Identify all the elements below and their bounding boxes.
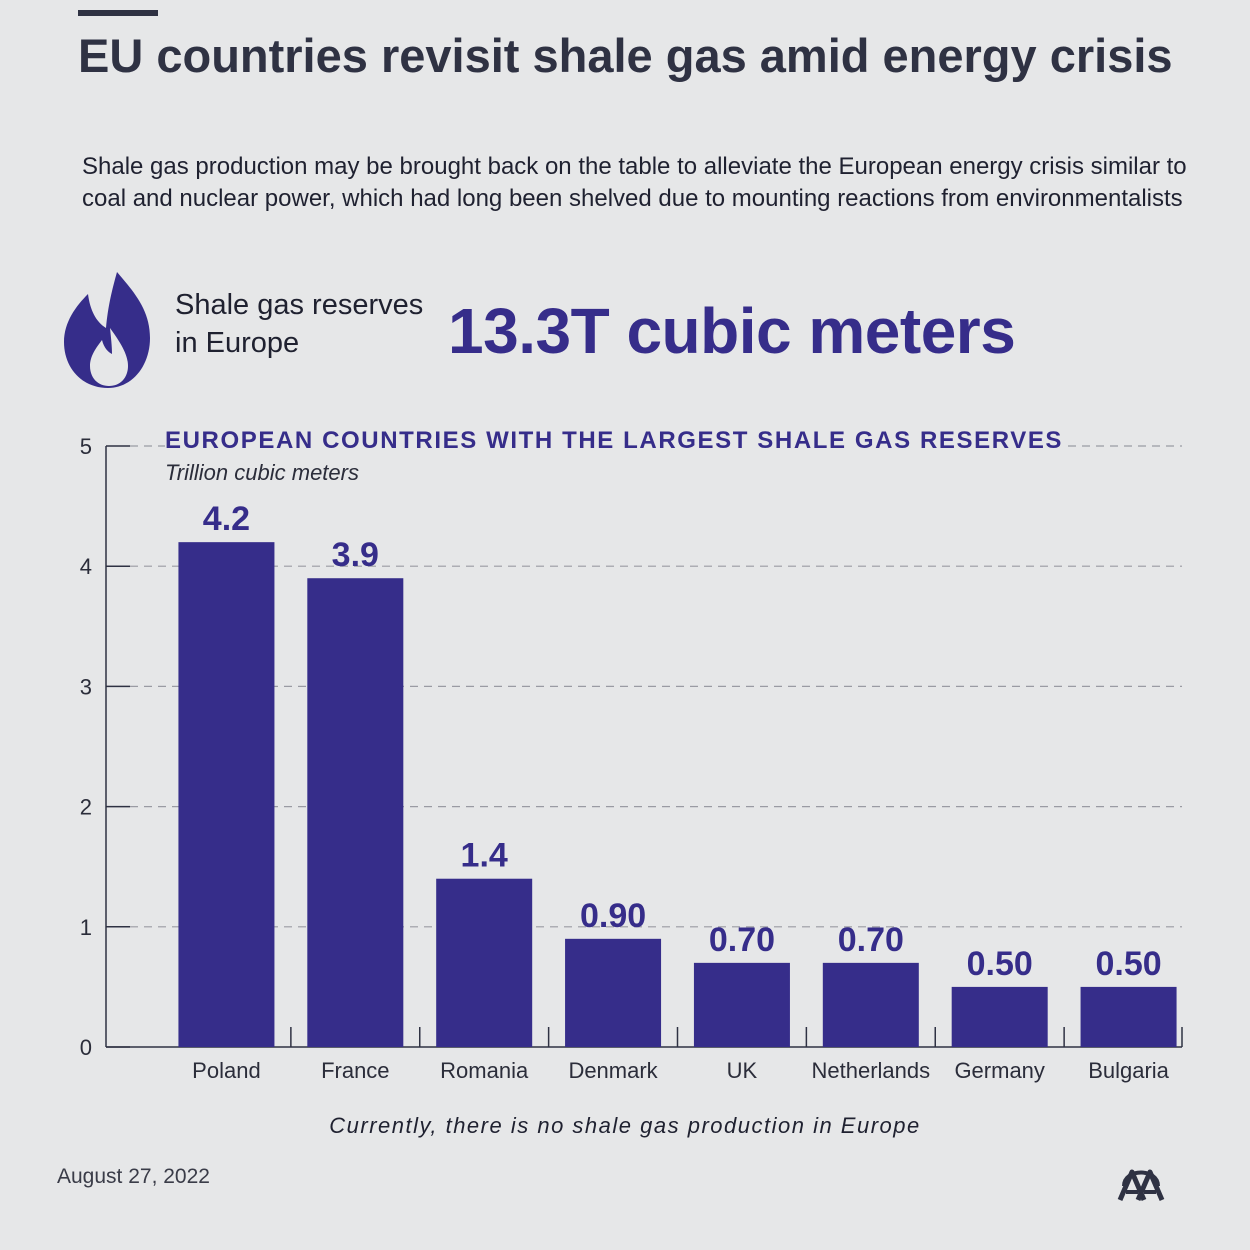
bar-value-label: 1.4 bbox=[461, 837, 508, 875]
x-tick-label: Bulgaria bbox=[1088, 1058, 1169, 1083]
x-tick-label: France bbox=[321, 1058, 389, 1083]
x-tick-label: UK bbox=[727, 1058, 758, 1083]
bar bbox=[951, 986, 1048, 1047]
bar-value-label: 0.50 bbox=[1095, 945, 1161, 983]
bar-value-label: 0.50 bbox=[967, 945, 1033, 983]
bar bbox=[693, 962, 790, 1047]
bar bbox=[307, 578, 404, 1047]
x-tick-label: Netherlands bbox=[811, 1058, 930, 1083]
y-tick-label: 2 bbox=[80, 795, 92, 820]
y-tick-label: 3 bbox=[80, 674, 92, 699]
aa-logo-icon bbox=[1117, 1169, 1165, 1201]
bar-value-label: 4.2 bbox=[203, 500, 250, 538]
y-tick-label: 1 bbox=[80, 915, 92, 940]
bar-value-label: 0.90 bbox=[580, 897, 646, 935]
x-tick-label: Denmark bbox=[568, 1058, 658, 1083]
bar-value-label: 0.70 bbox=[709, 921, 775, 959]
bar-value-label: 3.9 bbox=[332, 536, 379, 574]
bar bbox=[1080, 986, 1177, 1047]
page-subtitle: Shale gas production may be brought back… bbox=[82, 153, 1187, 212]
bar bbox=[436, 878, 533, 1047]
bar-value-label: 0.70 bbox=[838, 921, 904, 959]
top-rule bbox=[78, 10, 158, 16]
footnote: Currently, there is no shale gas product… bbox=[329, 1113, 921, 1138]
date-label: August 27, 2022 bbox=[57, 1165, 210, 1188]
page-title: EU countries revisit shale gas amid ener… bbox=[78, 29, 1173, 82]
x-tick-label: Romania bbox=[440, 1058, 529, 1083]
chart-unit-label: Trillion cubic meters bbox=[165, 460, 359, 485]
stat-value: 13.3T cubic meters bbox=[448, 295, 1016, 367]
x-tick-label: Germany bbox=[954, 1058, 1044, 1083]
bar bbox=[565, 938, 662, 1047]
bar bbox=[822, 962, 919, 1047]
stat-label: Shale gas reserves in Europe bbox=[175, 289, 424, 359]
y-tick-label: 5 bbox=[80, 434, 92, 459]
flame-icon bbox=[64, 272, 150, 388]
y-tick-label: 0 bbox=[80, 1035, 92, 1060]
chart-title: EUROPEAN COUNTRIES WITH THE LARGEST SHAL… bbox=[165, 427, 1068, 455]
bar bbox=[178, 542, 275, 1047]
bar-chart: 0 1 2 3 4 5 4.2 Poland 3.9 France 1.4 Romania 0.90 De… bbox=[80, 434, 1183, 1083]
x-tick-label: Poland bbox=[192, 1058, 261, 1083]
y-tick-label: 4 bbox=[80, 554, 92, 579]
